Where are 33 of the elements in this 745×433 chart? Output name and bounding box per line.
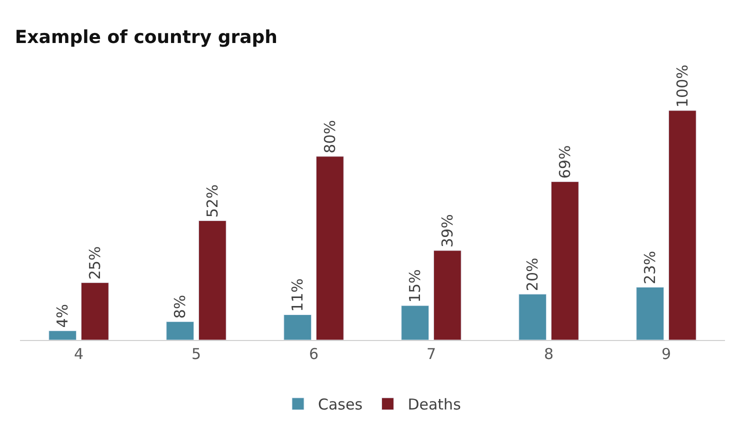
bar — [550, 181, 579, 340]
data-label: 11% — [288, 278, 307, 312]
bar — [80, 282, 109, 340]
bar — [198, 220, 226, 340]
x-tick-label: 5 — [191, 345, 202, 363]
data-label: 25% — [86, 246, 104, 280]
bar — [166, 321, 194, 340]
bar — [433, 250, 462, 340]
x-tick-label: 9 — [661, 345, 672, 363]
bar — [518, 294, 547, 340]
data-label: 8% — [171, 294, 190, 319]
data-label: 52% — [203, 184, 222, 218]
bar — [668, 110, 696, 340]
bar — [316, 156, 344, 340]
data-label: 80% — [320, 120, 339, 154]
data-label: 20% — [524, 258, 542, 292]
legend-label: Deaths — [408, 396, 462, 414]
chart-title: Example of country graph — [14, 26, 278, 48]
data-label: 39% — [438, 214, 456, 248]
data-label: 69% — [556, 145, 574, 179]
x-tick-label: 6 — [308, 345, 319, 363]
x-tick-label: 8 — [544, 345, 554, 363]
bar — [284, 314, 312, 340]
legend-label: Cases — [318, 396, 363, 414]
x-tick-label: 7 — [426, 345, 436, 363]
bar — [48, 330, 77, 340]
bar — [401, 305, 430, 340]
data-label: 100% — [673, 64, 692, 108]
bar — [636, 286, 664, 340]
x-tick-label: 4 — [74, 345, 84, 363]
data-label: 4% — [54, 304, 72, 328]
data-label: 15% — [406, 269, 424, 303]
data-label: 23% — [641, 250, 660, 284]
